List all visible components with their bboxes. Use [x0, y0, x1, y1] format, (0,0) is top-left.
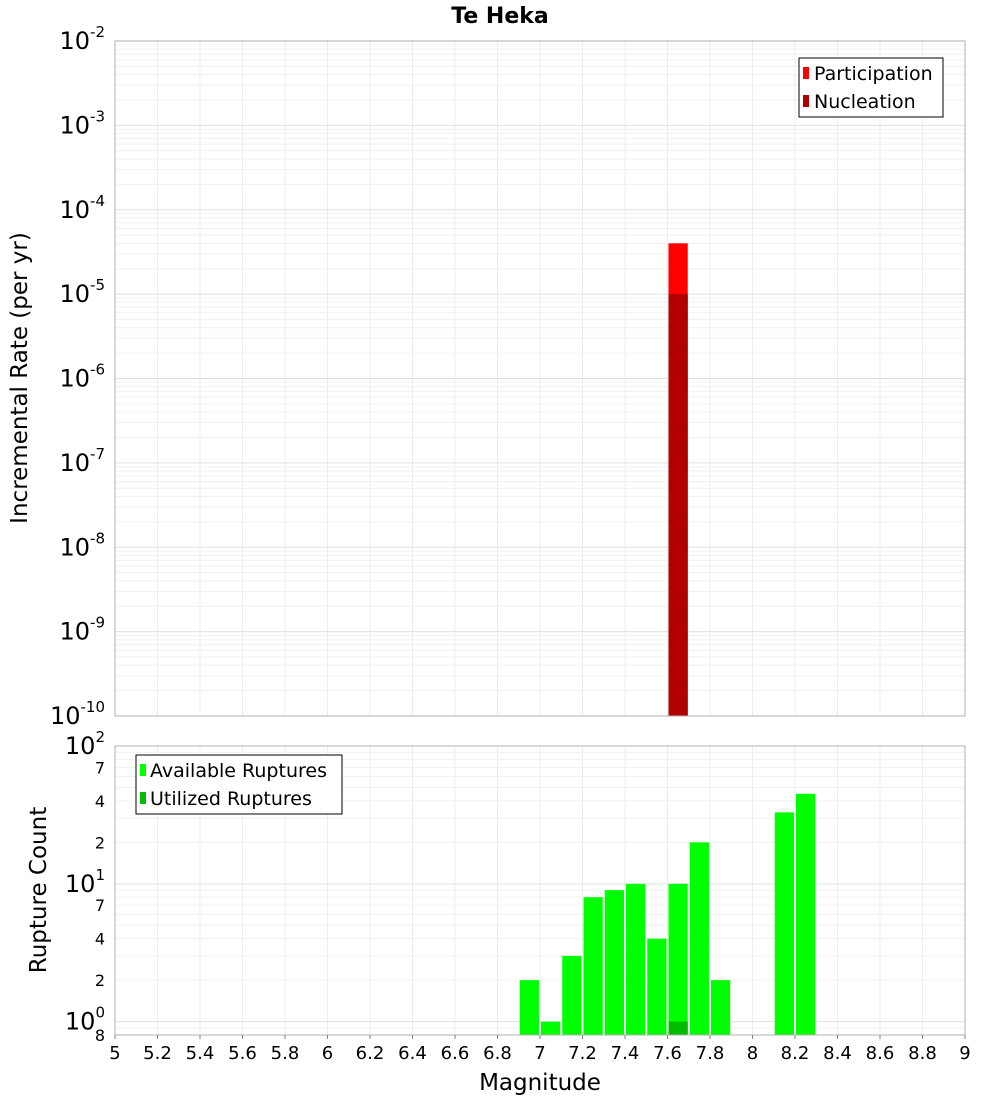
x-tick-label: 6.6 — [441, 1043, 470, 1064]
y-tick-label: 10-3 — [59, 107, 105, 139]
y-tick-label: 10-7 — [59, 445, 105, 477]
y-tick-label: 10-6 — [59, 361, 105, 393]
count-legend-box — [135, 754, 343, 815]
y-tick-label: 102 — [65, 728, 105, 760]
bar-utilized-ruptures — [668, 1021, 688, 1035]
participation-legend-swatch — [803, 67, 809, 79]
x-tick-label: 5.6 — [228, 1043, 257, 1064]
rate-y-ticks: 10-10 10-9 10-8 10-7 10-6 10-5 10-4 10-3 10-2 — [50, 23, 105, 730]
x-tick-label: 5.2 — [143, 1043, 172, 1064]
count-y-axis-label: Rupture Count — [26, 807, 52, 973]
rate-plot: 10-10 10-9 10-8 10-7 10-6 10-5 10-4 10-3 10-2 In… — [7, 23, 966, 730]
x-tick-label: 8.8 — [908, 1043, 937, 1064]
y-tick-label: 7 — [95, 758, 105, 777]
y-tick-label: 8 — [95, 1026, 105, 1045]
x-tick-label: 5 — [109, 1043, 120, 1064]
x-tick-label: 7.4 — [611, 1043, 640, 1064]
bar-available-ruptures — [647, 938, 667, 1035]
y-tick-label: 4 — [95, 930, 105, 949]
x-tick-label: 8 — [747, 1043, 758, 1064]
bar-available-ruptures — [583, 897, 603, 1035]
x-tick-label: 5.8 — [271, 1043, 300, 1064]
x-tick-label: 6.8 — [483, 1043, 512, 1064]
bar-available-ruptures — [668, 883, 688, 1035]
x-tick-label: 9 — [959, 1043, 970, 1064]
bar-available-ruptures — [626, 883, 646, 1035]
x-tick-label: 7.8 — [696, 1043, 725, 1064]
bar-available-ruptures — [541, 1021, 561, 1035]
count-bars — [519, 793, 816, 1035]
y-tick-label: 2 — [95, 833, 105, 852]
x-ticks: 5 5.2 5.4 5.6 5.8 6 6.2 6.4 6.6 6.8 7 7.2 7.4 7.6 7.8 8… — [109, 1035, 971, 1064]
x-tick-label: 7.2 — [568, 1043, 597, 1064]
x-tick-label: 6.4 — [398, 1043, 427, 1064]
x-tick-label: 6.2 — [356, 1043, 385, 1064]
rate-bars — [668, 243, 688, 717]
bar-available-ruptures — [796, 793, 816, 1035]
rate-legend-box — [798, 57, 944, 118]
rate-legend: Participation Nucleation — [798, 57, 944, 118]
nucleation-legend-swatch — [803, 95, 809, 107]
y-tick-label: 7 — [95, 896, 105, 915]
bar-available-ruptures — [689, 842, 709, 1035]
participation-legend-label: Participation — [814, 63, 933, 85]
y-tick-label: 10-4 — [59, 192, 105, 224]
rate-y-axis-label: Incremental Rate (per yr) — [7, 232, 33, 524]
bar-nucleation — [668, 294, 688, 716]
x-tick-label: 8.4 — [823, 1043, 852, 1064]
utilized-ruptures-legend-swatch — [140, 792, 146, 804]
y-tick-label: 101 — [65, 866, 105, 898]
x-tick-label: 5.4 — [186, 1043, 215, 1064]
x-tick-label: 7 — [534, 1043, 545, 1064]
available-ruptures-legend-label: Available Ruptures — [150, 760, 327, 782]
rate-grid — [114, 40, 966, 717]
y-tick-label: 10-2 — [59, 23, 105, 55]
available-ruptures-legend-swatch — [140, 764, 146, 776]
x-tick-label: 6 — [322, 1043, 333, 1064]
y-tick-label: 10-8 — [59, 529, 105, 561]
bar-available-ruptures — [519, 980, 539, 1035]
rate-plot-border — [114, 40, 966, 717]
bar-available-ruptures — [711, 980, 731, 1035]
bar-available-ruptures — [562, 955, 582, 1035]
bar-available-ruptures — [774, 812, 794, 1035]
x-axis-label: Magnitude — [479, 1070, 601, 1096]
chart-title: Te Heka — [451, 4, 548, 29]
y-tick-label: 10-9 — [59, 614, 105, 646]
y-tick-label: 10-10 — [50, 698, 105, 730]
x-tick-label: 8.2 — [781, 1043, 810, 1064]
x-tick-label: 8.6 — [866, 1043, 895, 1064]
bar-available-ruptures — [604, 890, 624, 1035]
count-legend: Available Ruptures Utilized Ruptures — [135, 754, 343, 815]
y-tick-label: 2 — [95, 971, 105, 990]
x-tick-label: 7.6 — [653, 1043, 682, 1064]
y-tick-label: 10-5 — [59, 276, 105, 308]
nucleation-legend-label: Nucleation — [814, 91, 916, 113]
utilized-ruptures-legend-label: Utilized Ruptures — [150, 788, 312, 810]
y-tick-label: 4 — [95, 792, 105, 811]
y-tick-label: 100 — [65, 1004, 105, 1036]
